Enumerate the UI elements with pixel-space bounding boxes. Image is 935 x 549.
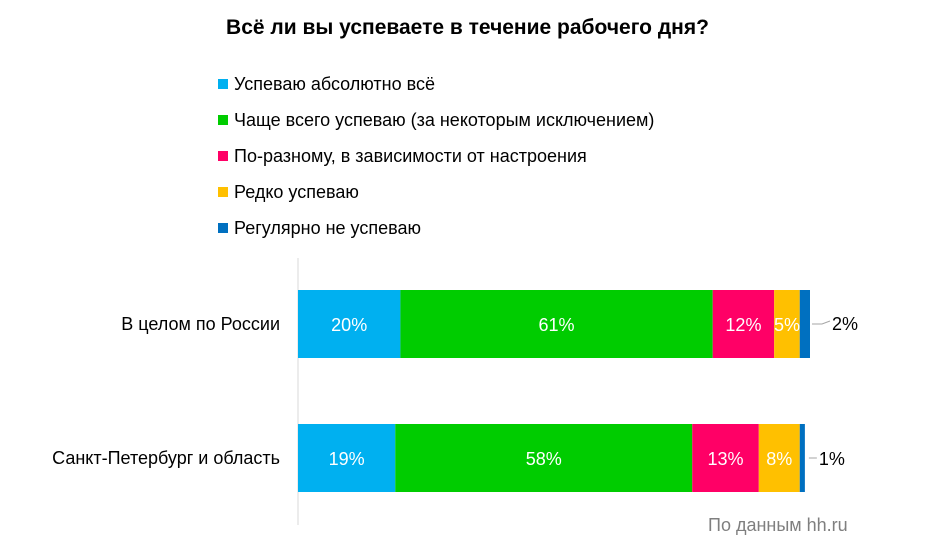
bar-segment [298,290,401,358]
bar-segment [395,424,693,492]
bar-segment [758,424,800,492]
legend-item-absolutely-all: Успеваю абсолютно всё [218,66,654,102]
legend-item-depends-on-mood: По-разному, в зависимости от настроения [218,138,654,174]
legend-label: По-разному, в зависимости от настроения [234,145,587,166]
data-label: 61% [539,315,575,335]
data-label: 1% [819,449,845,469]
bar-segment [400,290,713,358]
data-label: 58% [526,449,562,469]
data-label: 13% [708,449,744,469]
legend-swatch [218,79,228,89]
bar-segment [774,290,800,358]
legend-label: Регулярно не успеваю [234,217,421,238]
legend-swatch [218,115,228,125]
legend-label: Успеваю абсолютно всё [234,73,435,94]
legend-label: Редко успеваю [234,181,359,202]
legend-swatch [218,223,228,233]
data-label: 8% [766,449,792,469]
data-label: 20% [331,315,367,335]
legend-item-regularly-not: Регулярно не успеваю [218,210,654,246]
source-note: По данным hh.ru [708,515,848,535]
bar-segment [799,424,805,492]
leader-line [812,320,831,325]
category-label: В целом по России [121,314,280,334]
legend-label: Чаще всего успеваю (за некоторым исключе… [234,109,655,130]
bar-segment [712,290,775,358]
bar-segment [799,290,810,358]
legend-swatch [218,151,228,161]
bar-segment [298,424,396,492]
legend-item-mostly: Чаще всего успеваю (за некоторым исключе… [218,102,654,138]
legend-swatch [218,187,228,197]
data-label: 19% [329,449,365,469]
data-label: 12% [725,315,761,335]
data-label: 2% [832,314,858,334]
legend-item-rarely: Редко успеваю [218,174,654,210]
data-label: 5% [774,315,800,335]
bar-segment [692,424,759,492]
legend: Успеваю абсолютно всё Чаще всего успеваю… [218,66,654,246]
chart-title: Всё ли вы успеваете в течение рабочего д… [226,16,709,39]
category-label: Санкт-Петербург и область [52,448,280,468]
